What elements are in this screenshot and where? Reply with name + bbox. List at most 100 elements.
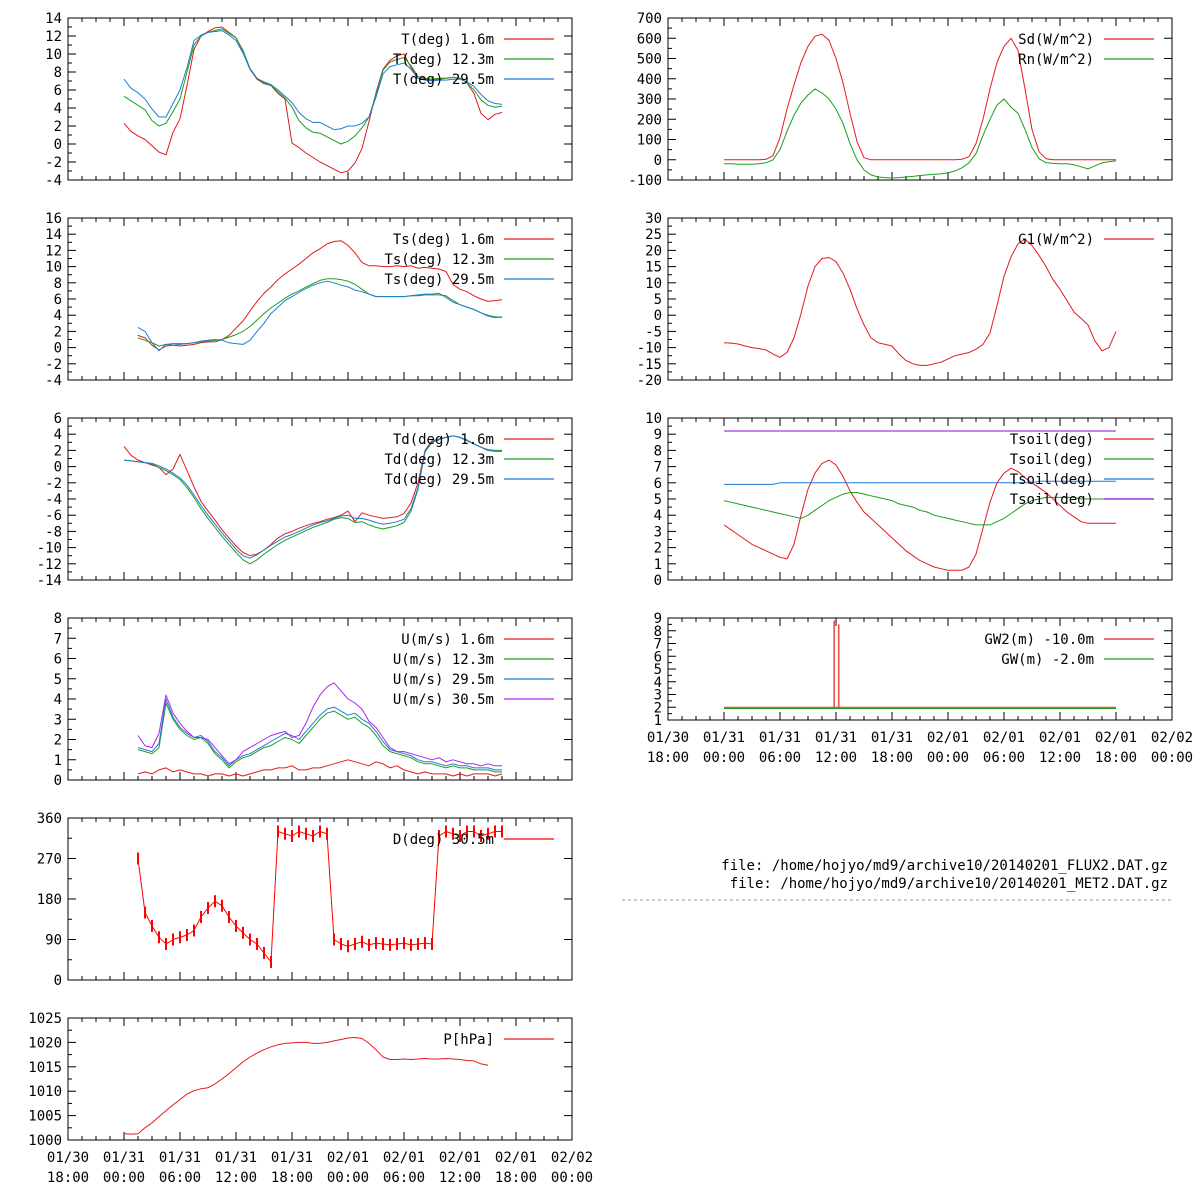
legend-label: Tsoil(deg) xyxy=(1010,432,1094,448)
legend-label: U(m/s) 30.5m xyxy=(393,692,494,708)
x-tick-label-date: 02/02 xyxy=(551,1150,593,1166)
y-tick-label: 8 xyxy=(54,276,62,292)
legend-label: Td(deg) 29.5m xyxy=(384,472,494,488)
plot-frame xyxy=(667,17,1173,181)
x-tick-label-time: 18:00 xyxy=(271,1170,313,1186)
file-line-flux: file: /home/hojyo/md9/archive10/20140201… xyxy=(721,858,1168,874)
y-tick-label: 2 xyxy=(654,700,662,716)
plot-area xyxy=(137,240,503,352)
plot-area xyxy=(123,26,503,174)
x-tick-label-date: 02/01 xyxy=(1095,730,1137,746)
legend-label: U(m/s) 29.5m xyxy=(393,672,494,688)
x-tick-label-time: 18:00 xyxy=(47,1170,89,1186)
y-tick-label: 14 xyxy=(45,227,62,243)
y-tick-label: 5 xyxy=(654,292,662,308)
x-tick-label-date: 01/31 xyxy=(815,730,857,746)
y-tick-label: 8 xyxy=(54,611,62,627)
plot-area xyxy=(137,825,503,968)
x-tick-label-date: 02/01 xyxy=(495,1150,537,1166)
series-line-radiation-1 xyxy=(724,88,1117,179)
series-line-wind-direction-0 xyxy=(137,831,502,963)
y-tick-label: 1025 xyxy=(28,1011,62,1027)
series-line-ground-heat-flux-0 xyxy=(723,238,1117,366)
plot-area xyxy=(137,682,503,777)
y-tick-label: -20 xyxy=(637,373,662,389)
y-tick-label: -8 xyxy=(45,524,62,540)
y-tick-label: 700 xyxy=(637,11,662,27)
series-line-pressure-0 xyxy=(123,1037,489,1135)
y-tick-label: -100 xyxy=(628,173,662,189)
legend-label: T(deg) 12.3m xyxy=(393,52,494,68)
legend-label: P[hPa] xyxy=(443,1032,494,1048)
y-tick-label: 400 xyxy=(637,72,662,88)
y-tick-label: 12 xyxy=(45,243,62,259)
y-tick-label: 1015 xyxy=(28,1060,62,1076)
plot-frame xyxy=(667,217,1173,381)
x-tick-label-time: 12:00 xyxy=(439,1170,481,1186)
legend-label: Tsoil(deg) xyxy=(1010,472,1094,488)
y-tick-label: 8 xyxy=(654,624,662,640)
y-tick-label: 0 xyxy=(54,137,62,153)
plot-area xyxy=(723,238,1117,366)
series-line-soil-surface-temperature-1 xyxy=(137,278,503,347)
panel-wind-speed: 0 1 2 3 4 5 6 7 8 U(m/s) 1.6m U(m/s) 12.3m U(m/s) 2… xyxy=(54,611,573,789)
series-line-temperature-2 xyxy=(123,30,503,131)
x-tick-label-time: 00:00 xyxy=(551,1170,593,1186)
x-tick-label-time: 06:00 xyxy=(159,1170,201,1186)
y-tick-label: 1005 xyxy=(28,1109,62,1125)
y-tick-label: 180 xyxy=(37,892,62,908)
y-tick-label: 500 xyxy=(637,52,662,68)
x-tick-label-date: 01/31 xyxy=(759,730,801,746)
panel-wind-direction: 0 90 180 270 360 D(deg) 30.5m xyxy=(37,811,573,989)
y-tick-label: 8 xyxy=(654,443,662,459)
x-tick-label-time: 18:00 xyxy=(1095,750,1137,766)
y-tick-label: 4 xyxy=(54,308,62,324)
x-tick-label-time: 06:00 xyxy=(383,1170,425,1186)
plot-frame xyxy=(667,617,1173,721)
y-tick-label: 2 xyxy=(54,733,62,749)
panel-temperature: -4 -2 0 2 4 6 8 10 12 14 T(deg) 1.6m T(deg) 12.3m T(… xyxy=(45,11,573,189)
series-line-soil-surface-temperature-2 xyxy=(137,280,503,352)
legend-label: T(deg) 29.5m xyxy=(393,72,494,88)
y-tick-label: 0 xyxy=(54,973,62,989)
y-tick-label: 600 xyxy=(637,31,662,47)
series-line-soil-temperature-0 xyxy=(723,459,1116,571)
x-tick-label-time: 06:00 xyxy=(759,750,801,766)
x-tick-label-date: 01/31 xyxy=(159,1150,201,1166)
series-line-radiation-0 xyxy=(724,33,1116,161)
y-tick-label: 5 xyxy=(654,492,662,508)
y-tick-label: 1020 xyxy=(28,1035,62,1051)
y-tick-label: 7 xyxy=(54,631,62,647)
legend-label: Rn(W/m^2) xyxy=(1018,52,1094,68)
x-tick-label-date: 01/31 xyxy=(215,1150,257,1166)
y-tick-label: 300 xyxy=(637,92,662,108)
y-tick-label: 6 xyxy=(654,649,662,665)
legend-label: T(deg) 1.6m xyxy=(401,32,494,48)
y-tick-label: 5 xyxy=(54,672,62,688)
legend-label: G1(W/m^2) xyxy=(1018,232,1094,248)
y-tick-label: 6 xyxy=(54,652,62,668)
y-tick-label: 2 xyxy=(54,324,62,340)
y-tick-label: 2 xyxy=(54,119,62,135)
y-tick-label: 7 xyxy=(654,460,662,476)
series-line-dewpoint-2 xyxy=(123,435,502,559)
y-tick-label: 0 xyxy=(654,573,662,589)
y-tick-label: 100 xyxy=(637,133,662,149)
series-line-soil-surface-temperature-0 xyxy=(137,240,503,351)
y-tick-label: 0 xyxy=(654,153,662,169)
legend-label: GW(m) -2.0m xyxy=(1001,652,1094,668)
x-tick-label-time: 18:00 xyxy=(871,750,913,766)
y-tick-label: 15 xyxy=(645,260,662,276)
x-tick-label-time: 00:00 xyxy=(927,750,969,766)
x-tick-label-time: 00:00 xyxy=(327,1170,369,1186)
plot-area xyxy=(724,620,1116,709)
y-tick-label: 20 xyxy=(645,243,662,259)
y-tick-label: 3 xyxy=(54,712,62,728)
file-line-met: file: /home/hojyo/md9/archive10/20140201… xyxy=(730,876,1168,892)
legend-label: D(deg) 30.5m xyxy=(393,832,494,848)
legend-label: Td(deg) 12.3m xyxy=(384,452,494,468)
